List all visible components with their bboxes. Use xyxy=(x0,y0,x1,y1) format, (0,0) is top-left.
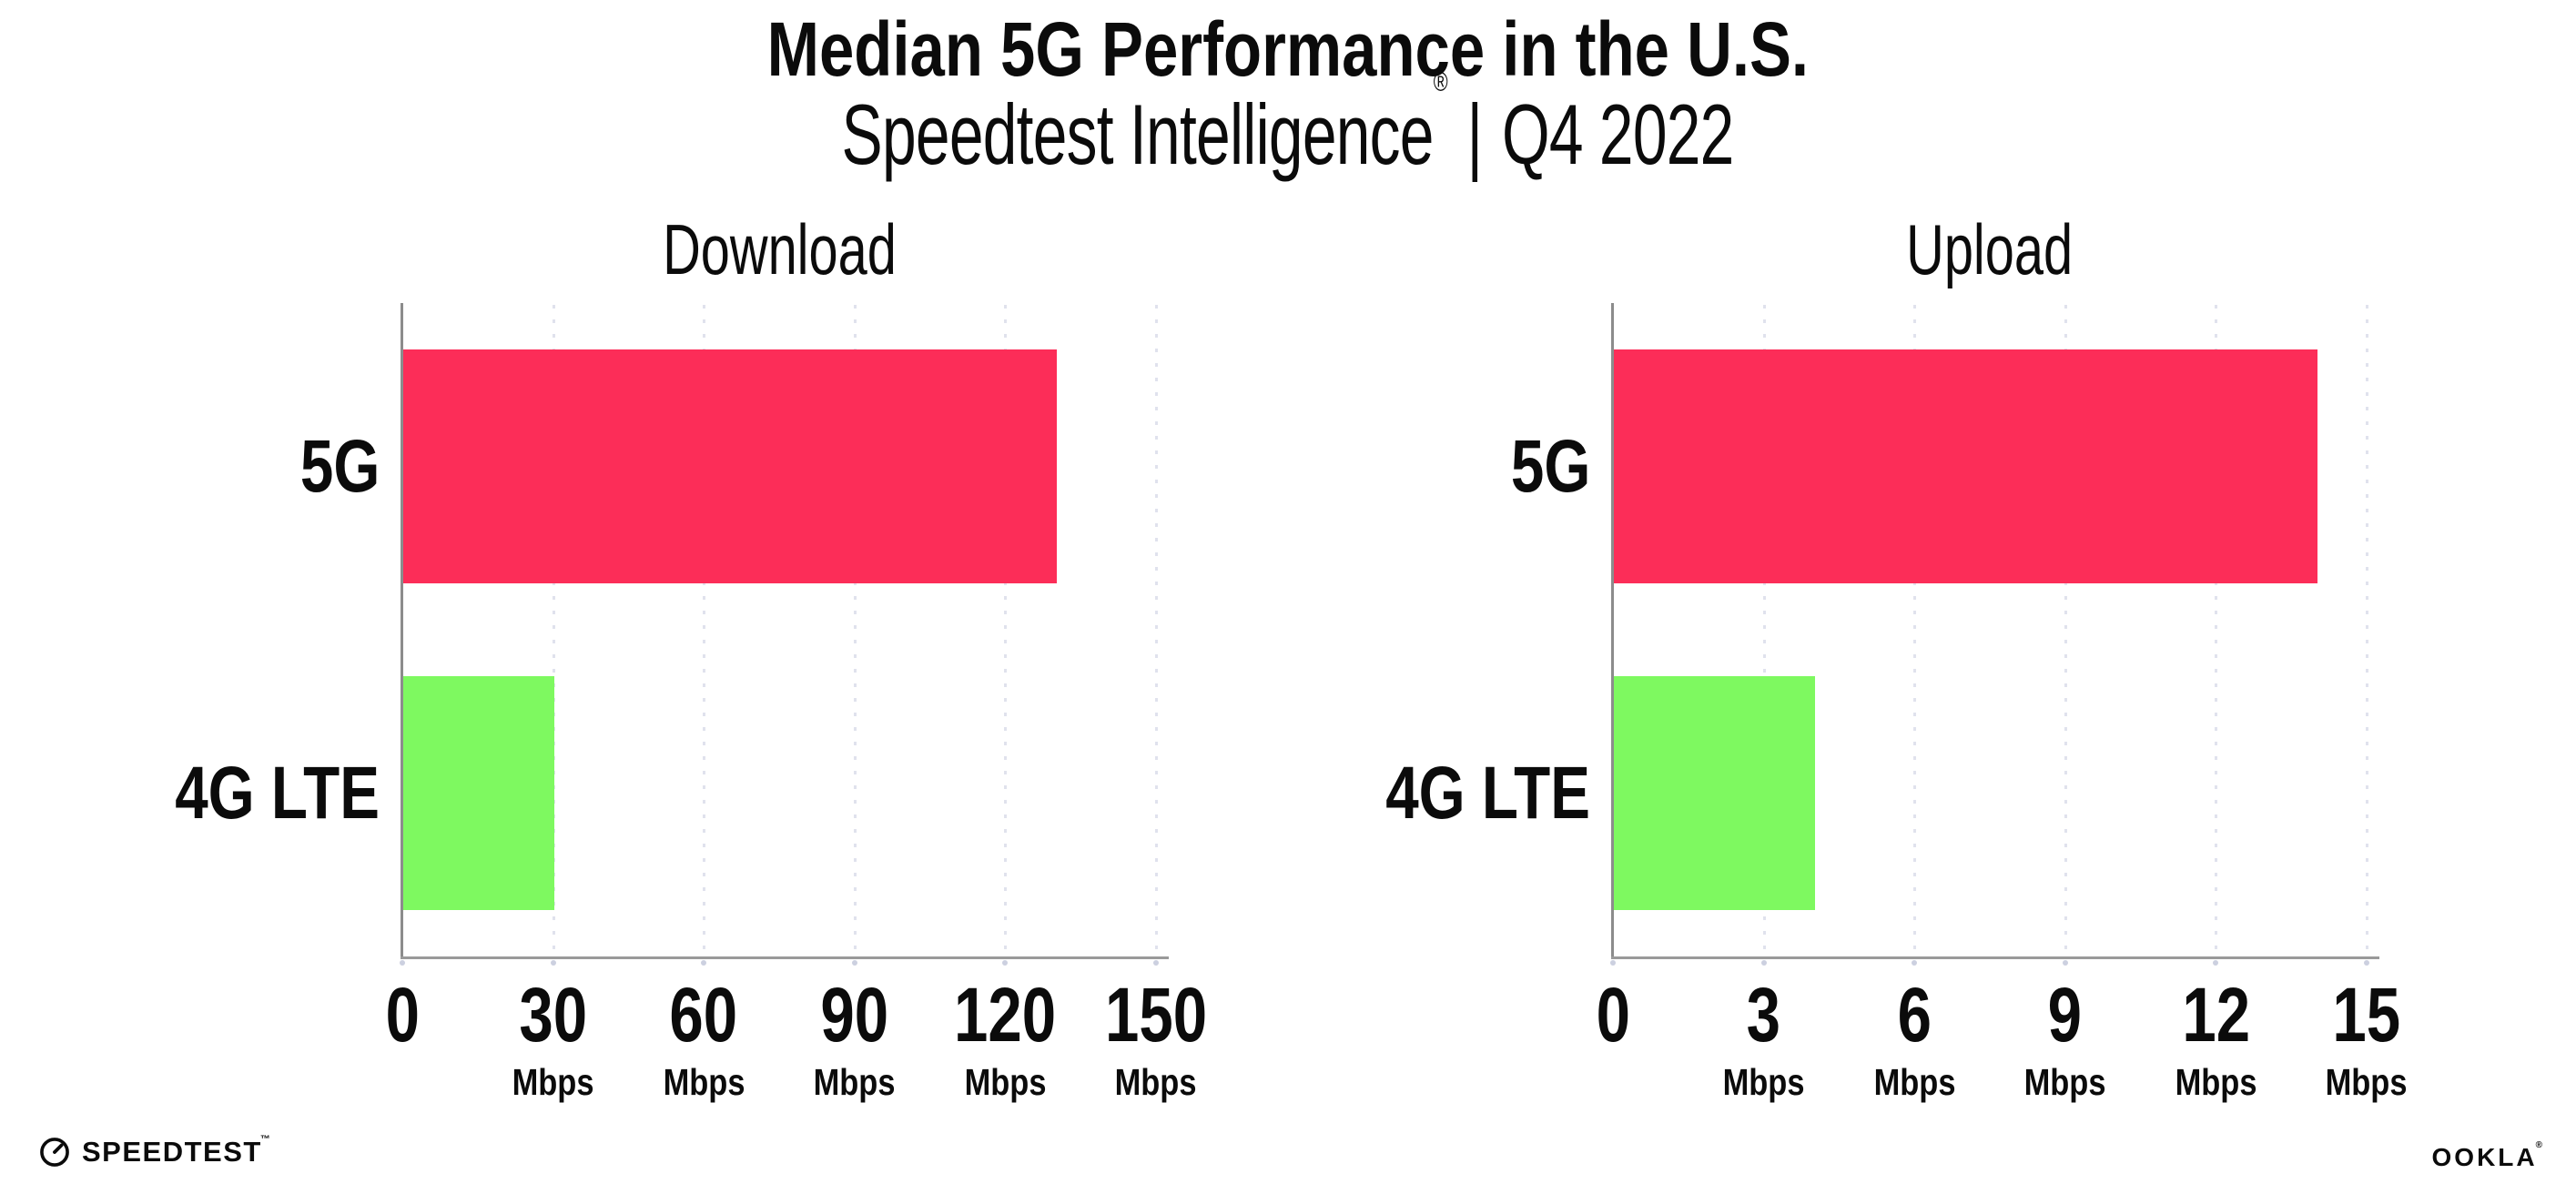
tick-value: 3 xyxy=(1746,972,1781,1057)
subtitle-period: Q4 2022 xyxy=(1502,86,1735,182)
category-label-4g-lte: 4G LTE xyxy=(1385,751,1590,835)
axis-tick-dot xyxy=(1912,960,1918,966)
tick-unit-label: Mbps xyxy=(813,1061,896,1103)
y-axis xyxy=(401,303,403,959)
axis-tick-dot xyxy=(2364,960,2369,966)
bar-5g xyxy=(403,349,1057,583)
tick-unit-label: Mbps xyxy=(1873,1061,1956,1103)
gridline xyxy=(2366,305,2368,956)
axis-tick-dot xyxy=(2062,960,2068,966)
speedtest-logo-text: SPEEDTEST™ xyxy=(82,1133,272,1168)
tick-value: 0 xyxy=(385,972,420,1057)
axis-tick-dot xyxy=(2213,960,2219,966)
chart-title-download: Download xyxy=(662,209,897,289)
bar-4g-lte xyxy=(1614,676,1815,910)
gridline xyxy=(552,305,555,956)
bar-4g-lte xyxy=(403,676,554,910)
tick-unit-label: Mbps xyxy=(663,1061,745,1103)
gridline xyxy=(853,305,857,956)
tick-value: 150 xyxy=(1104,972,1208,1057)
gridline xyxy=(703,305,706,956)
axis-tick-dot xyxy=(1610,960,1616,966)
tick-value: 60 xyxy=(669,972,738,1057)
chart-title-upload: Upload xyxy=(1906,209,2074,289)
tick-unit-label: Mbps xyxy=(512,1061,594,1103)
tick-unit-label: Mbps xyxy=(1722,1061,1805,1103)
tick-label-0: 0 xyxy=(1504,976,1722,1053)
gridline xyxy=(1762,305,1766,956)
download-chart: Download 5G 4G LTE 0 30 Mbps 60 Mbps 90 Mbps 120… xyxy=(175,214,1207,1204)
tick-unit-label: Mbps xyxy=(2023,1061,2106,1103)
tick-label-150: 150 Mbps xyxy=(1047,976,1265,1101)
page-title: Median 5G Performance in the U.S. xyxy=(0,6,2576,92)
ookla-logo-text: OOKLA xyxy=(2431,1143,2538,1171)
tick-value: 120 xyxy=(954,972,1057,1057)
subtitle-separator: | xyxy=(1466,86,1484,182)
axis-tick-dot xyxy=(1153,960,1159,966)
tick-unit-label: Mbps xyxy=(2326,1061,2408,1103)
registered-mark: ® xyxy=(2535,1139,2545,1150)
tick-value: 12 xyxy=(2182,972,2250,1057)
ookla-logo: OOKLA® xyxy=(2431,1139,2547,1172)
tick-label-12: 12 Mbps xyxy=(2106,976,2325,1101)
upload-plot-area xyxy=(1610,303,2379,966)
gridline xyxy=(1913,305,1917,956)
category-label-4g-lte: 4G LTE xyxy=(175,751,380,835)
tick-label-15: 15 Mbps xyxy=(2257,976,2476,1101)
trademark-mark: ™ xyxy=(259,1133,272,1145)
y-axis xyxy=(1611,303,1614,959)
speedtest-logo: SPEEDTEST™ xyxy=(38,1133,273,1169)
registered-mark: ® xyxy=(1434,66,1448,97)
gridline xyxy=(2064,305,2067,956)
tick-label-60: 60 Mbps xyxy=(594,976,813,1101)
subtitle-brand: Speedtest Intelligence xyxy=(841,86,1435,182)
tick-value: 15 xyxy=(2332,972,2401,1057)
tick-label-0: 0 xyxy=(293,976,512,1053)
tick-value: 90 xyxy=(820,972,889,1057)
tick-label-6: 6 Mbps xyxy=(1805,976,2023,1101)
axis-tick-dot xyxy=(1002,960,1009,966)
tick-label-9: 9 Mbps xyxy=(1956,976,2175,1101)
speedtest-gauge-icon xyxy=(40,1138,69,1167)
tick-label-30: 30 Mbps xyxy=(444,976,663,1101)
axis-tick-dot xyxy=(701,960,707,966)
upload-chart: Upload 5G 4G LTE 0 3 Mbps 6 Mbps 9 Mbps 12 Mbps 15… xyxy=(1385,214,2408,1204)
download-plot-area xyxy=(400,303,1169,966)
axis-tick-dot xyxy=(400,960,405,966)
x-axis xyxy=(401,956,1169,959)
category-label-5g: 5G xyxy=(299,424,380,508)
tick-label-90: 90 Mbps xyxy=(745,976,964,1101)
x-axis xyxy=(1611,956,2379,959)
page-subtitle: Speedtest Intelligence® | Q4 2022 xyxy=(0,67,2576,182)
category-label-5g: 5G xyxy=(1510,424,1590,508)
tick-unit-label: Mbps xyxy=(964,1061,1047,1103)
page-title-text: Median 5G Performance in the U.S. xyxy=(766,6,1810,92)
gridline xyxy=(1004,305,1008,956)
gridline xyxy=(1155,305,1158,956)
gridline xyxy=(2215,305,2218,956)
bar-5g xyxy=(1614,349,2317,583)
axis-tick-dot xyxy=(851,960,857,966)
tick-value: 30 xyxy=(519,972,587,1057)
tick-unit-label: Mbps xyxy=(2175,1061,2257,1103)
axis-tick-dot xyxy=(550,960,556,966)
tick-label-120: 120 Mbps xyxy=(896,976,1114,1101)
tick-value: 6 xyxy=(1897,972,1932,1057)
tick-unit-label: Mbps xyxy=(1115,1061,1197,1103)
tick-label-3: 3 Mbps xyxy=(1655,976,1873,1101)
axis-tick-dot xyxy=(1760,960,1767,966)
tick-value: 0 xyxy=(1596,972,1630,1057)
tick-value: 9 xyxy=(2048,972,2083,1057)
